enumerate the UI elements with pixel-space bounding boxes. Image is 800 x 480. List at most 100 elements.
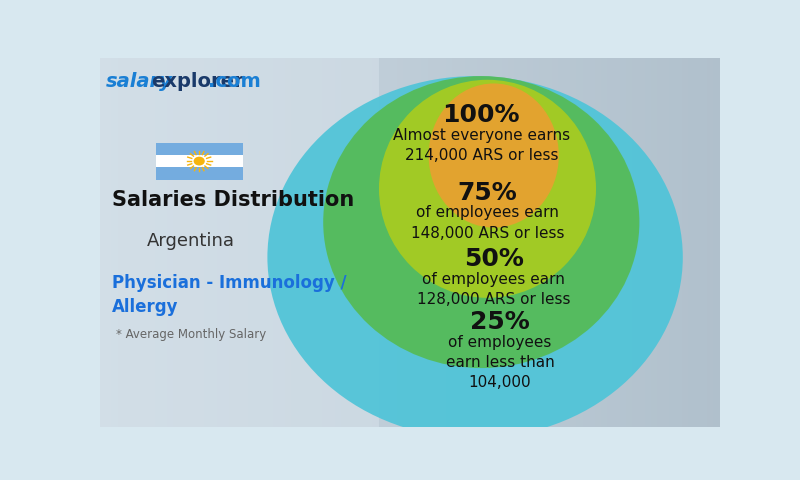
Bar — [510, 58, 515, 427]
Bar — [571, 58, 578, 427]
Bar — [459, 58, 466, 427]
Bar — [652, 58, 658, 427]
Text: * Average Monthly Salary: * Average Monthly Salary — [115, 328, 266, 341]
Bar — [242, 58, 249, 427]
Bar — [682, 58, 689, 427]
Text: 75%: 75% — [458, 180, 518, 204]
Bar — [373, 58, 379, 427]
Ellipse shape — [267, 76, 682, 438]
Bar — [441, 58, 447, 427]
Bar — [627, 58, 634, 427]
Bar — [354, 58, 360, 427]
Text: explorer: explorer — [151, 72, 243, 91]
Bar — [634, 58, 639, 427]
Bar — [255, 58, 261, 427]
Text: of employees: of employees — [448, 335, 551, 350]
Bar — [336, 58, 342, 427]
Bar — [472, 58, 478, 427]
Bar — [584, 58, 590, 427]
Ellipse shape — [429, 84, 558, 228]
Bar — [454, 58, 459, 427]
Bar — [125, 58, 131, 427]
Ellipse shape — [323, 76, 639, 368]
Bar — [317, 58, 323, 427]
Bar — [478, 58, 485, 427]
Bar — [156, 155, 242, 168]
Text: 100%: 100% — [442, 103, 520, 127]
Bar — [639, 58, 646, 427]
Bar — [348, 58, 354, 427]
Bar — [150, 58, 156, 427]
Bar — [404, 58, 410, 427]
Bar — [485, 58, 490, 427]
Bar — [199, 58, 206, 427]
Bar — [118, 58, 125, 427]
Bar — [187, 58, 193, 427]
Bar — [689, 58, 695, 427]
Bar — [614, 58, 621, 427]
Text: Almost everyone earns: Almost everyone earns — [393, 128, 570, 143]
Bar — [181, 58, 187, 427]
Bar — [714, 58, 720, 427]
Bar — [193, 58, 199, 427]
Bar — [534, 58, 540, 427]
Bar — [658, 58, 664, 427]
Bar — [590, 58, 596, 427]
Text: Physician - Immunology /: Physician - Immunology / — [112, 274, 347, 292]
Bar — [131, 58, 138, 427]
Bar — [366, 58, 373, 427]
Bar — [292, 58, 298, 427]
Bar — [143, 58, 150, 427]
Bar — [447, 58, 454, 427]
Bar — [267, 58, 274, 427]
Bar — [386, 58, 391, 427]
Text: 214,000 ARS or less: 214,000 ARS or less — [405, 148, 558, 163]
Text: 104,000: 104,000 — [469, 375, 531, 390]
Bar — [528, 58, 534, 427]
Bar — [646, 58, 652, 427]
Bar — [174, 58, 181, 427]
Bar — [670, 58, 677, 427]
Bar — [249, 58, 255, 427]
Bar — [702, 58, 708, 427]
Bar — [503, 58, 509, 427]
Bar — [515, 58, 522, 427]
Bar — [435, 58, 441, 427]
Bar — [168, 58, 174, 427]
Text: of employees earn: of employees earn — [416, 205, 559, 220]
Bar — [156, 143, 242, 155]
Bar — [379, 58, 386, 427]
Bar — [522, 58, 528, 427]
Bar — [621, 58, 627, 427]
Bar — [206, 58, 211, 427]
Bar — [608, 58, 614, 427]
Bar — [310, 58, 317, 427]
Bar — [664, 58, 670, 427]
Bar — [497, 58, 503, 427]
Ellipse shape — [194, 156, 205, 166]
Bar — [280, 58, 286, 427]
Bar — [100, 58, 379, 427]
Bar — [553, 58, 558, 427]
Bar — [596, 58, 602, 427]
Bar — [286, 58, 292, 427]
Bar — [695, 58, 702, 427]
Bar — [162, 58, 168, 427]
Bar — [490, 58, 497, 427]
Bar — [237, 58, 242, 427]
Bar — [218, 58, 224, 427]
Text: .com: .com — [209, 72, 262, 91]
Bar — [323, 58, 330, 427]
Text: Allergy: Allergy — [112, 298, 179, 316]
Bar — [677, 58, 682, 427]
Bar — [540, 58, 546, 427]
Bar — [422, 58, 429, 427]
Bar — [106, 58, 112, 427]
Bar — [429, 58, 435, 427]
Text: 25%: 25% — [470, 310, 530, 334]
Bar — [156, 168, 242, 180]
Bar — [466, 58, 472, 427]
Bar — [391, 58, 398, 427]
Bar — [398, 58, 404, 427]
Bar — [138, 58, 143, 427]
